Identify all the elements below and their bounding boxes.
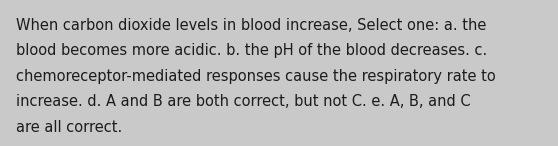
Text: increase. d. A and B are both correct, but not C. e. A, B, and C: increase. d. A and B are both correct, b… bbox=[16, 94, 470, 109]
Text: chemoreceptor-mediated responses cause the respiratory rate to: chemoreceptor-mediated responses cause t… bbox=[16, 69, 496, 84]
Text: blood becomes more acidic. b. the pH of the blood decreases. c.: blood becomes more acidic. b. the pH of … bbox=[16, 43, 487, 58]
Text: When carbon dioxide levels in blood increase, Select one: a. the: When carbon dioxide levels in blood incr… bbox=[16, 18, 486, 33]
Text: are all correct.: are all correct. bbox=[16, 120, 122, 135]
